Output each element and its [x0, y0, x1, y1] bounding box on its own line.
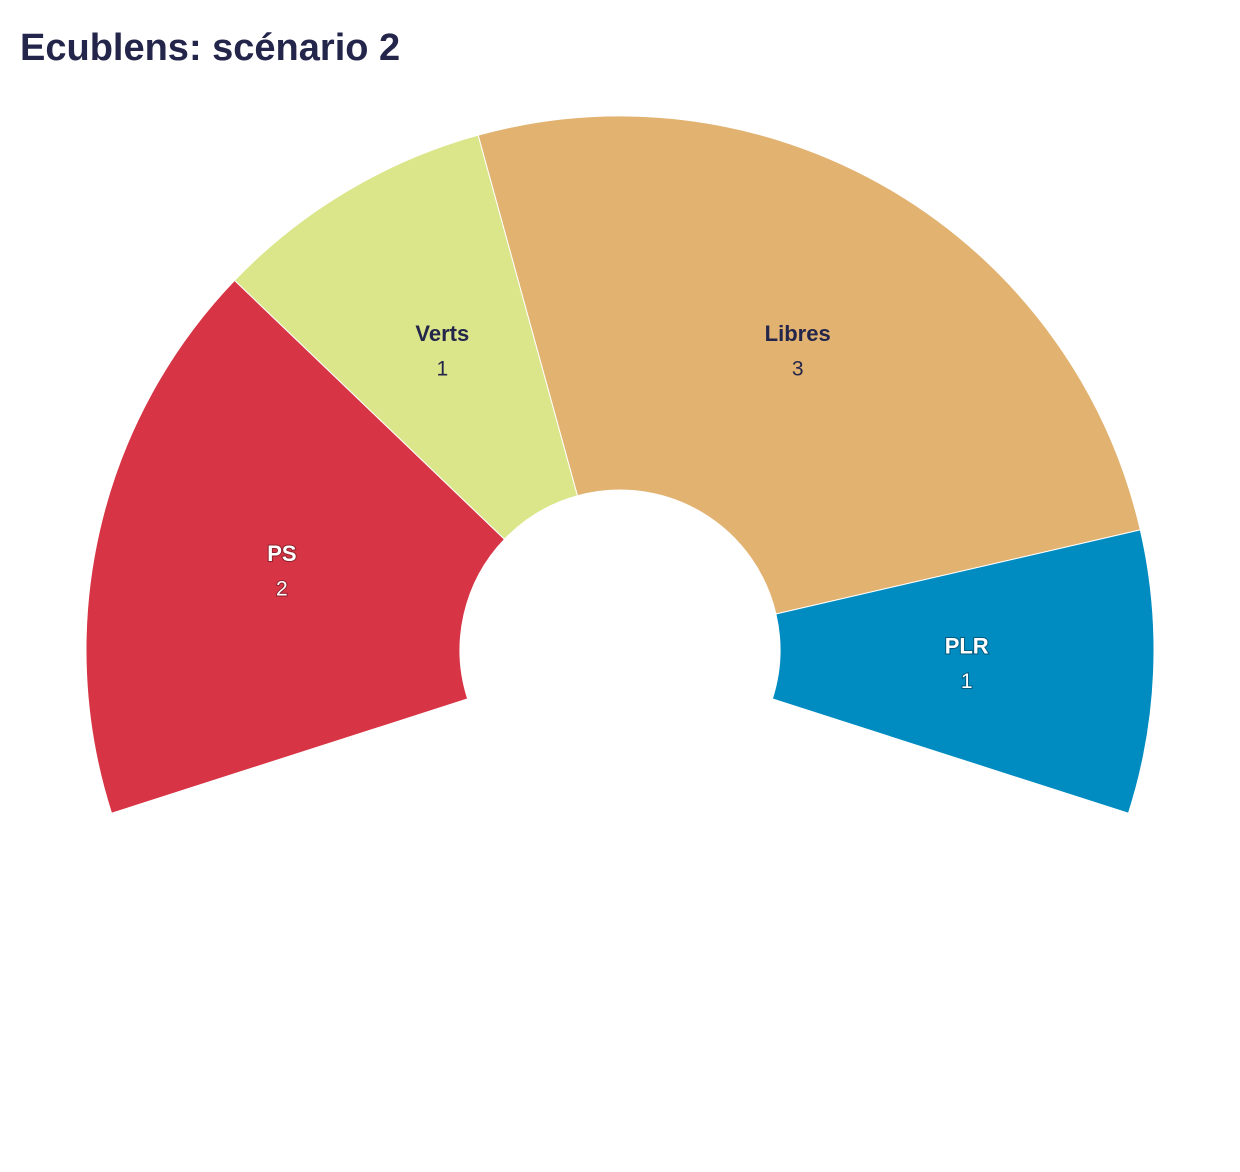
slice [771, 529, 1155, 814]
slice-label: Verts [415, 321, 469, 346]
slice-value: 1 [436, 357, 448, 380]
slice-label: Libres [765, 321, 831, 346]
slice-label: PS [267, 541, 296, 566]
chart-title: Ecublens: scénario 2 [20, 27, 400, 69]
slice-label: PLR [945, 633, 989, 658]
slice [85, 279, 506, 814]
slice-value: 1 [961, 670, 973, 693]
slice-value: 3 [792, 357, 804, 380]
slice [477, 115, 1141, 615]
slice-value: 2 [276, 577, 288, 600]
slice [233, 134, 579, 540]
